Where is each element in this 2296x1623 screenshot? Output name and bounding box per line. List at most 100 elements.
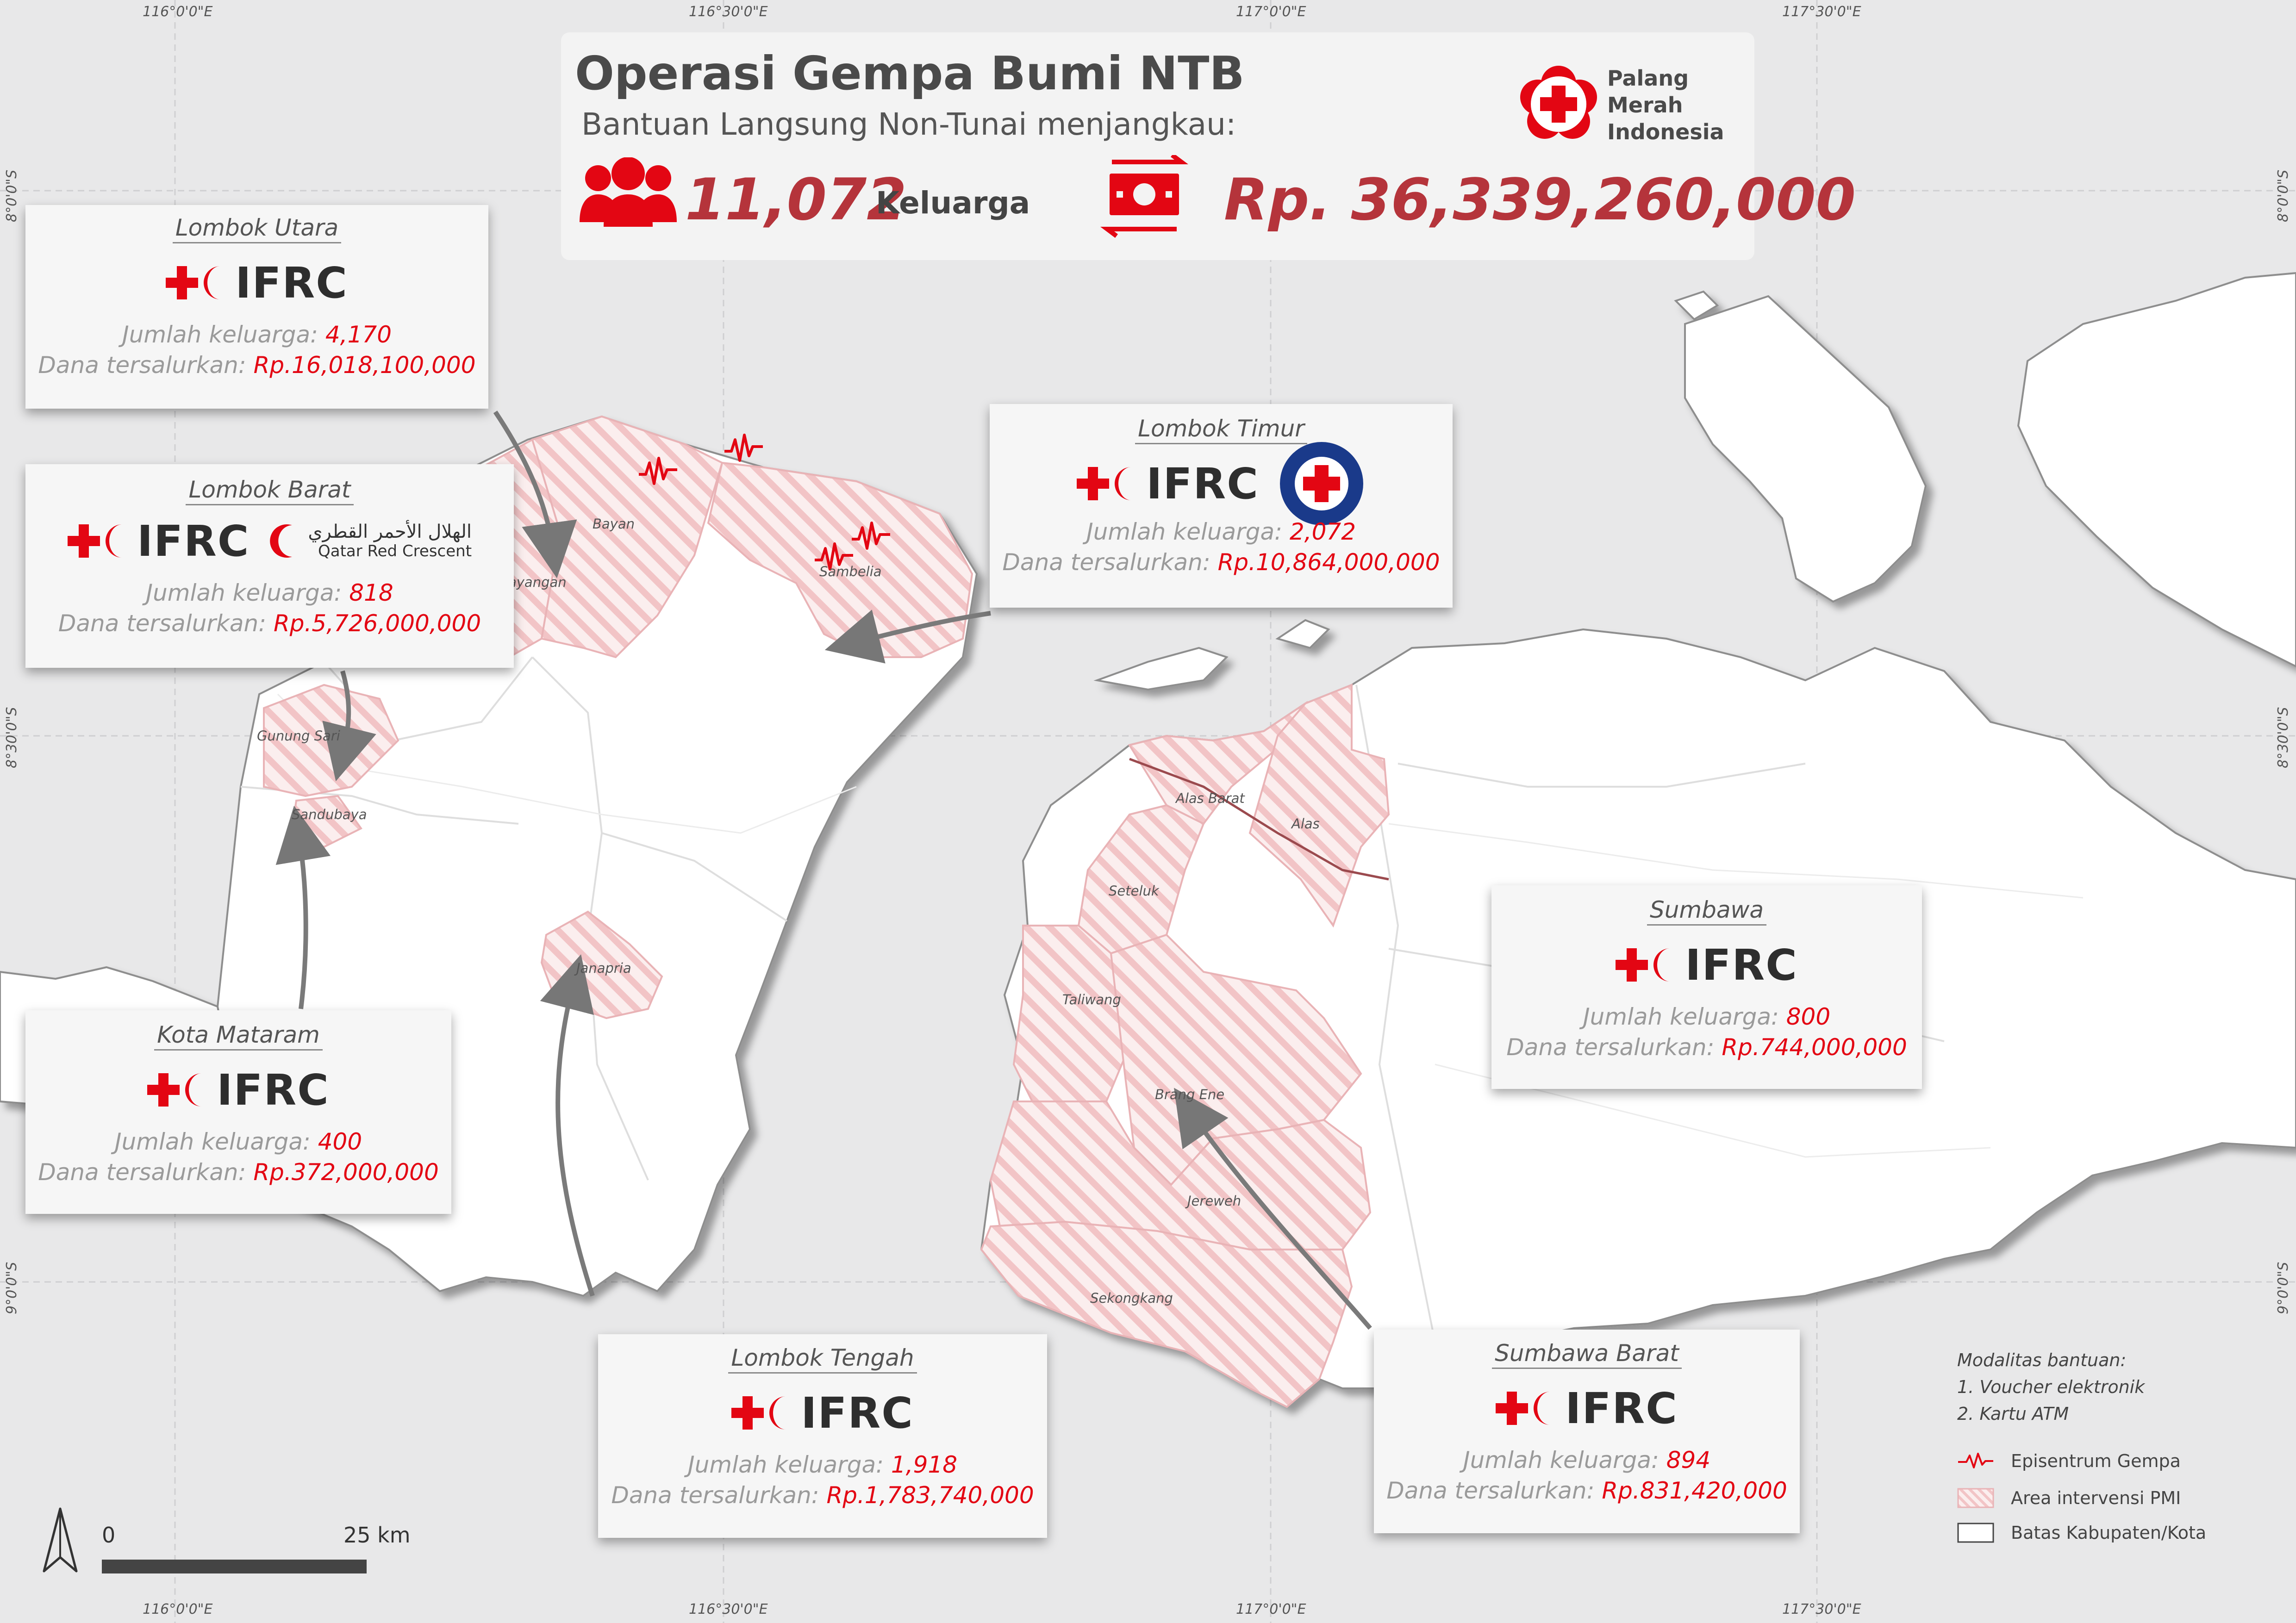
card-lombok-tengah: Lombok Tengah IFRC Jumlah keluarga: 1,91…	[598, 1334, 1047, 1538]
small-island-3	[1275, 619, 1330, 649]
ifrc-logo: IFRC	[1496, 1384, 1678, 1433]
ne-island	[2017, 272, 2296, 668]
page-subtitle: Bantuan Langsung Non-Tunai menjangkau:	[581, 106, 1236, 142]
card-region: Sumbawa Barat	[1492, 1340, 1682, 1369]
families-value: 818	[349, 579, 393, 606]
small-island-2	[1674, 290, 1719, 321]
card-kota-mataram: Kota Mataram IFRC Jumlah keluarga: 400 D…	[25, 1010, 451, 1214]
place-label-sekongkang: Sekongkang	[1090, 1290, 1173, 1306]
place-label-alas-barat: Alas Barat	[1175, 790, 1245, 806]
ifrc-emblem-icon	[1077, 467, 1132, 500]
scale-max: 25 km	[343, 1523, 411, 1548]
funds-value: Rp.744,000,000	[1722, 1034, 1907, 1061]
arrow-barat	[322, 670, 376, 782]
place-label-brang-ene: Brang Ene	[1155, 1087, 1224, 1102]
coord-left: 8°30'0"S	[4, 707, 20, 768]
crescent-icon	[270, 524, 293, 558]
families-label: Keluarga	[876, 185, 1030, 221]
coord-right: 8°0'0"S	[2275, 169, 2291, 222]
funds-value: Rp.5,726,000,000	[273, 610, 481, 637]
coord-bottom: 117°0'0"E	[1236, 1601, 1306, 1617]
ifrc-emblem-icon	[731, 1396, 786, 1430]
place-label-alas: Alas	[1291, 816, 1320, 832]
epicentre-icon	[1958, 1453, 1993, 1468]
area-bayan	[531, 415, 724, 659]
arrow-utara	[493, 410, 577, 578]
cash-transfer-icon	[1100, 155, 1188, 238]
ifrc-emblem-icon	[147, 1073, 202, 1107]
pmi-logo-icon	[1520, 66, 1597, 139]
place-label-taliwang: Taliwang	[1062, 992, 1121, 1007]
card-region: Sumbawa	[1647, 896, 1767, 926]
coord-top: 116°30'0"E	[689, 4, 768, 20]
hatch-swatch-icon	[1957, 1488, 1994, 1508]
legend-item-epicentre: Episentrum Gempa	[1957, 1451, 2181, 1471]
card-region: Lombok Utara	[172, 214, 342, 243]
arrow-mataram	[275, 805, 331, 1009]
families-total: 11,072	[685, 167, 907, 233]
epicentre-icon	[724, 434, 763, 462]
ifrc-logo: IFRC	[67, 516, 250, 566]
coord-top: 116°0'0"E	[143, 4, 213, 20]
money-total: Rp. 36,339,260,000	[1224, 167, 1856, 233]
ifrc-logo: IFRC	[1077, 459, 1259, 509]
place-label-janapria: Janapria	[574, 960, 631, 976]
north-arrow-icon	[43, 1507, 78, 1573]
legend-item-boundary: Batas Kabupaten/Kota	[1957, 1523, 2206, 1543]
intervention-areas	[263, 415, 1390, 1408]
place-label-bayan: Bayan	[593, 516, 635, 532]
arrow-timur	[824, 609, 991, 664]
regency-border	[1129, 758, 1389, 881]
legend-item-intervention: Area intervensi PMI	[1957, 1488, 2181, 1508]
boundary-swatch-icon	[1957, 1523, 1994, 1543]
qatar-red-crescent-logo: الهلال الأحمر القطري Qatar Red Crescent	[268, 522, 472, 560]
coord-left: 8°0'0"S	[4, 169, 20, 222]
page-title: Operasi Gempa Bumi NTB	[575, 46, 1245, 100]
place-label-seteluk: Seteluk	[1109, 883, 1160, 899]
place-label-gunung-sari: Gunung Sari	[257, 728, 340, 744]
scale-zero: 0	[102, 1523, 116, 1548]
coord-right: 9°0'0"S	[2275, 1262, 2291, 1314]
pmi-logo-text: Palang Merah Indonesia	[1607, 66, 1724, 144]
card-region: Lombok Barat	[186, 476, 354, 505]
ifrc-logo: IFRC	[147, 1065, 329, 1115]
card-region: Lombok Tengah	[728, 1344, 917, 1374]
families-value: 800	[1786, 1003, 1831, 1030]
place-label-sandubaya: Sandubaya	[292, 807, 367, 822]
funds-value: Rp.372,000,000	[253, 1159, 439, 1186]
funds-value: Rp.16,018,100,000	[253, 352, 476, 379]
coord-right: 8°30'0"S	[2275, 707, 2291, 768]
card-lombok-barat: Lombok Barat IFRC الهلال الأحمر القطري Q…	[25, 464, 514, 668]
coord-top: 117°0'0"E	[1236, 4, 1306, 20]
families-value: 4,170	[325, 321, 392, 348]
card-sumbawa-barat: Sumbawa Barat IFRC Jumlah keluarga: 894 …	[1374, 1330, 1800, 1533]
coord-top: 117°30'0"E	[1782, 4, 1861, 20]
place-labels: Bayan Kayangan Sambelia Gunung Sari Sand…	[257, 516, 1320, 1306]
ifrc-emblem-icon	[1496, 1392, 1551, 1425]
scale-bar	[102, 1560, 367, 1573]
card-lombok-timur: Lombok Timur IFRC Jumlah keluarga: 2,072…	[990, 404, 1453, 608]
ifrc-logo: IFRC	[166, 258, 348, 308]
legend: Modalitas bantuan: 1. Voucher elektronik…	[1957, 1347, 2206, 1543]
families-value: 894	[1666, 1447, 1711, 1474]
epicentre-icon	[815, 542, 853, 571]
epicentre-icon	[639, 457, 677, 485]
ifrc-logo: IFRC	[731, 1388, 913, 1438]
legend-modality: Modalitas bantuan: 1. Voucher elektronik…	[1957, 1350, 2145, 1424]
card-lombok-utara: Lombok Utara IFRC Jumlah keluarga: 4,170…	[25, 205, 488, 409]
hong-kong-red-cross-logo	[1279, 442, 1363, 525]
small-island-1	[1093, 647, 1229, 691]
moyo-island	[1684, 295, 1927, 603]
ifrc-emblem-icon	[166, 266, 221, 299]
funds-value: Rp.831,420,000	[1602, 1477, 1787, 1504]
coord-left: 9°0'0"S	[4, 1262, 20, 1314]
families-value: 1,918	[891, 1451, 958, 1478]
place-label-jereweh: Jereweh	[1185, 1193, 1241, 1209]
area-alas	[1248, 684, 1390, 928]
families-value: 400	[318, 1128, 362, 1155]
funds-value: Rp.1,783,740,000	[826, 1482, 1034, 1509]
epicentre-icon	[852, 522, 890, 550]
coord-bottom: 116°30'0"E	[689, 1601, 768, 1617]
pointer-arrows	[275, 410, 1372, 1330]
